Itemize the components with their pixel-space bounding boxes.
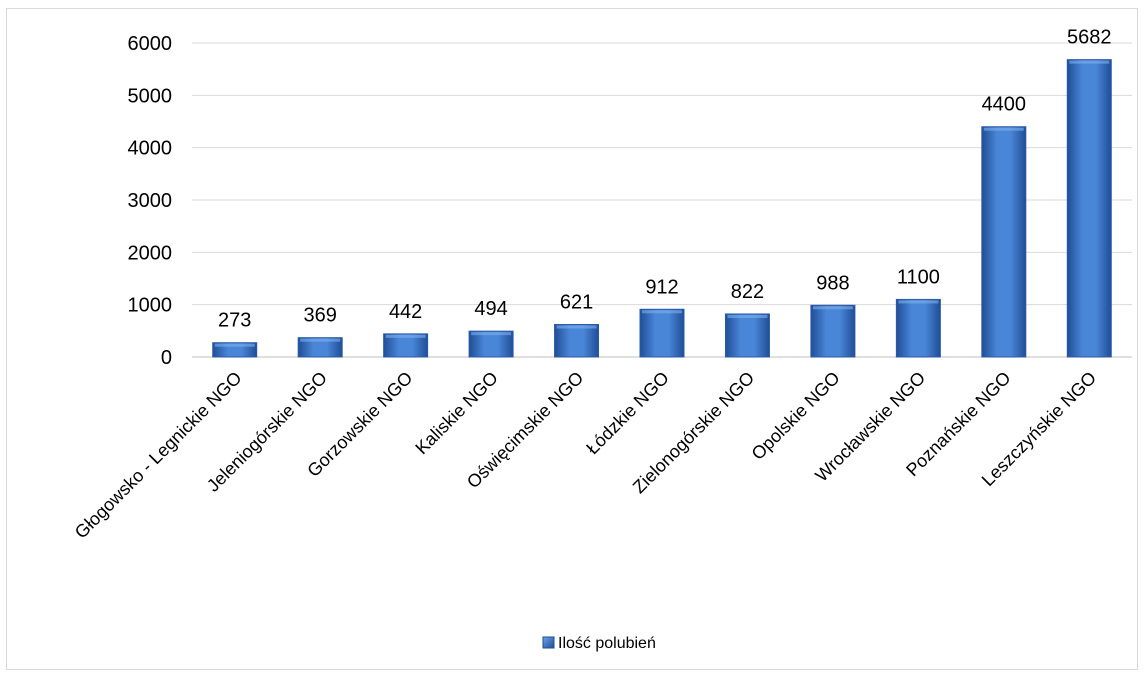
y-tick-label: 1000 (128, 295, 173, 317)
bar (1066, 59, 1112, 358)
bar (297, 337, 343, 358)
y-tick-label: 5000 (128, 85, 173, 107)
y-tick-label: 2000 (128, 242, 173, 264)
bar (895, 298, 941, 358)
bar (810, 304, 856, 358)
bar (554, 324, 600, 358)
x-axis-categories: Głogowsko - Legnickie NGOJeleniogórskie … (71, 368, 1100, 543)
bar-highlight (983, 127, 1024, 131)
bars (212, 59, 1112, 358)
data-label: 822 (731, 281, 764, 303)
data-label: 442 (389, 301, 422, 323)
bar (639, 308, 685, 358)
data-label: 912 (645, 276, 678, 298)
bar-highlight (556, 325, 597, 329)
bar (981, 126, 1027, 358)
legend-swatch (542, 636, 555, 649)
data-label: 988 (816, 272, 849, 294)
data-label: 273 (218, 310, 251, 332)
data-label: 494 (474, 298, 507, 320)
bar (724, 313, 770, 358)
legend: Ilość polubień (542, 635, 656, 652)
category-label: Łódzkie NGO (582, 368, 673, 459)
bar-highlight (642, 310, 682, 314)
gridlines (192, 42, 1132, 358)
data-label: 1100 (897, 266, 940, 288)
y-tick-label: 3000 (128, 190, 173, 212)
data-label: 5682 (1067, 27, 1112, 49)
bar-highlight (300, 338, 341, 342)
y-tick-label: 6000 (128, 33, 173, 55)
data-label: 369 (303, 305, 336, 327)
bar-highlight (727, 314, 768, 318)
y-axis-ticks: 0 1000 2000 3000 4000 5000 6000 (128, 33, 173, 369)
data-label: 4400 (982, 94, 1027, 116)
category-label: Opolskie NGO (748, 368, 844, 464)
bar-chart: 0 1000 2000 3000 4000 5000 6000 273 369 442 494 62… (71, 27, 1132, 652)
legend-label: Ilość polubień (558, 635, 656, 652)
bar-highlight (812, 306, 853, 310)
bar-highlight (385, 334, 426, 338)
y-tick-label: 0 (161, 347, 172, 369)
category-label: Kaliskie NGO (411, 368, 502, 459)
bar-highlight (471, 332, 512, 336)
bar-highlight (898, 300, 939, 304)
category-label: Głogowsko - Legnickie NGO (71, 368, 246, 543)
bar (383, 333, 429, 358)
data-labels: 273 369 442 494 621 912 822 988 1100 4400 5682 (218, 27, 1111, 332)
data-label: 621 (560, 292, 593, 314)
y-tick-label: 4000 (128, 138, 173, 160)
bar-highlight (1069, 60, 1110, 64)
bar (468, 330, 514, 358)
bar-highlight (214, 343, 255, 347)
chart-frame: 0 1000 2000 3000 4000 5000 6000 273 369 442 494 62… (6, 8, 1138, 670)
